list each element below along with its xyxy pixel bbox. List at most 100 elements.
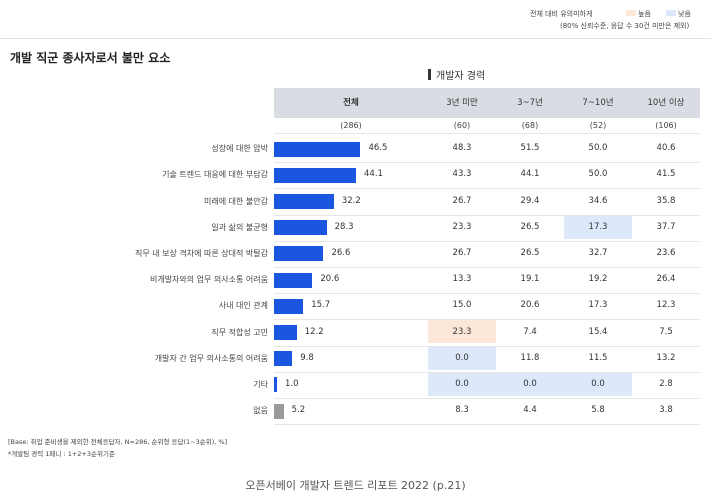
cell-value: 3.8 <box>659 405 673 416</box>
cell-value: 0.0 <box>455 378 469 389</box>
source-caption: 오픈서베이 개발자 트렌드 리포트 2022 (p.21) <box>245 479 466 492</box>
row-divider <box>274 162 700 164</box>
total-bar <box>274 351 293 367</box>
cell-value: 23.6 <box>656 247 676 258</box>
legend-low-label: 낮음 <box>678 10 691 18</box>
footnote-rank: *개발팀 경력 1패니 : 1+2+3순위기준 <box>8 450 115 458</box>
total-value-label: 32.2 <box>341 195 361 206</box>
cell-value: 44.1 <box>520 169 540 180</box>
row-label: 없음 <box>253 406 268 416</box>
column-sample-size: (106) <box>655 121 677 130</box>
total-bar <box>274 325 297 340</box>
row-label: 일과 삶의 불균형 <box>211 222 268 232</box>
cell-value: 34.6 <box>588 195 608 206</box>
total-bar <box>274 220 327 236</box>
cell-value: 26.5 <box>520 221 540 232</box>
total-bar <box>274 167 357 183</box>
cell-value: 48.3 <box>452 143 472 154</box>
column-sample-size: (68) <box>521 121 539 130</box>
total-value-label: 9.8 <box>300 352 314 363</box>
total-bar <box>274 246 324 262</box>
cell-value: 51.5 <box>520 143 540 154</box>
cell-value: 50.0 <box>588 169 608 180</box>
top-divider <box>0 38 711 39</box>
header-background <box>274 88 700 118</box>
cell-value: 15.4 <box>588 326 608 337</box>
legend-prefix: 전체 대비 유의미하게 <box>530 10 593 18</box>
column-header: 전체 <box>343 98 359 108</box>
cell-value: 35.8 <box>656 195 676 206</box>
cell-value: 13.3 <box>452 274 472 285</box>
column-sample-size: (52) <box>589 121 607 130</box>
cell-value: 43.3 <box>452 169 472 180</box>
cell-value: 12.3 <box>656 300 676 311</box>
significance-cell-low <box>564 372 632 396</box>
cell-value: 50.0 <box>588 143 608 154</box>
row-label: 사내 대인 관계 <box>218 301 268 311</box>
column-sample-size: (286) <box>340 121 362 130</box>
cell-value: 23.3 <box>452 326 472 337</box>
cell-value: 15.0 <box>452 300 472 311</box>
total-bar <box>274 272 313 288</box>
cell-value: 11.5 <box>588 352 608 363</box>
total-value-label: 44.1 <box>364 169 383 180</box>
cell-value: 7.5 <box>659 326 673 337</box>
cell-value: 32.7 <box>588 247 608 258</box>
chart-title: 개발 직군 종사자로서 불만 요소 <box>10 51 171 65</box>
header-divider <box>274 133 700 134</box>
legend-high-label: 높음 <box>638 10 651 18</box>
total-bar <box>274 298 304 314</box>
cell-value: 11.8 <box>520 352 540 363</box>
legend: 전체 대비 유의미하게 높음 낮음 (80% 신뢰수준, 응답 수 30건 미만… <box>0 0 711 40</box>
cell-value: 7.4 <box>523 326 537 337</box>
total-value-label: 20.6 <box>320 274 340 285</box>
row-label: 미래에 대한 불안감 <box>204 196 268 206</box>
cell-value: 26.7 <box>452 195 472 206</box>
legend-note: (80% 신뢰수준, 응답 수 30건 미만은 제외) <box>560 22 690 30</box>
row-label: 기술 트렌드 대응에 대한 부담감 <box>162 170 268 180</box>
total-value-label: 46.5 <box>368 143 388 154</box>
cell-value: 26.5 <box>520 247 540 258</box>
cell-value: 23.3 <box>452 221 472 232</box>
legend-high-swatch <box>626 10 636 16</box>
total-value-label: 1.0 <box>285 378 299 389</box>
significance-cell-low <box>428 372 496 396</box>
cell-value: 2.8 <box>659 378 673 389</box>
row-divider <box>274 188 700 190</box>
total-value-label: 28.3 <box>334 221 354 232</box>
column-sample-size: (60) <box>453 121 471 130</box>
cell-value: 37.7 <box>656 221 676 232</box>
row-divider <box>274 371 700 373</box>
cell-value: 8.3 <box>455 405 469 416</box>
significance-cell-low <box>496 372 564 396</box>
row-divider <box>274 319 700 321</box>
row-divider <box>274 214 700 216</box>
cell-value: 26.4 <box>656 274 676 285</box>
significance-cell-high <box>428 320 496 344</box>
row-label: 비개발자와의 업무 의사소통 어려움 <box>149 275 268 285</box>
cell-value: 5.8 <box>591 405 605 416</box>
cell-value: 0.0 <box>591 378 605 389</box>
significance-cell-low <box>428 346 496 370</box>
cell-value: 0.0 <box>455 352 469 363</box>
cell-value: 20.6 <box>520 300 540 311</box>
column-header: 3년 미만 <box>446 98 478 108</box>
cell-value: 29.4 <box>520 195 540 206</box>
row-label: 직무 내 보상 격차에 따른 상대적 박탈감 <box>134 248 268 258</box>
cell-value: 17.3 <box>588 221 608 232</box>
total-value-label: 26.6 <box>331 247 351 258</box>
cell-value: 19.1 <box>520 274 540 285</box>
row-divider <box>274 267 700 268</box>
column-header: 7~10년 <box>582 98 614 108</box>
row-label: 성장에 대한 압박 <box>211 144 268 154</box>
cell-value: 41.5 <box>656 169 676 180</box>
row-divider <box>274 345 700 347</box>
column-header: 3~7년 <box>517 98 543 108</box>
total-value-label: 5.2 <box>291 405 306 416</box>
row-divider <box>274 240 700 242</box>
legend-low-swatch <box>666 10 676 16</box>
footnote-base: [Base: 취업 준비생을 제외한 전체응답자, N=286, 순위형 응답(… <box>8 438 228 446</box>
total-bar <box>274 194 334 209</box>
cell-value: 4.4 <box>523 405 537 416</box>
cell-value: 0.0 <box>523 378 537 389</box>
